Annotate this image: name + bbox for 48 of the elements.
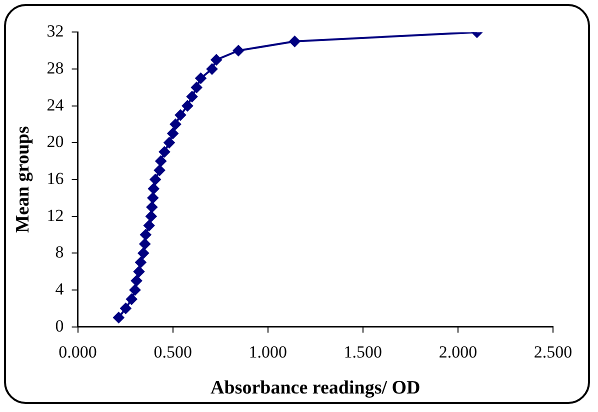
point [232, 45, 244, 56]
y-tick-label: 0 [55, 316, 64, 336]
point [135, 256, 146, 268]
x-tick-label: 2.000 [438, 342, 478, 362]
point [147, 192, 158, 204]
point [167, 128, 178, 139]
point [144, 220, 155, 232]
point [174, 110, 186, 121]
point [148, 183, 160, 194]
point [146, 202, 158, 213]
point [131, 275, 142, 286]
x-tick-label: 1.000 [248, 342, 288, 362]
point [155, 156, 166, 167]
point [186, 91, 198, 102]
point [134, 266, 145, 278]
point [191, 82, 202, 93]
y-tick-label: 16 [46, 168, 64, 188]
point [164, 137, 175, 148]
x-tick-label: 2.500 [534, 342, 572, 362]
point [146, 210, 157, 222]
x-tick-label: 0.000 [58, 342, 97, 362]
y-tick-label: 20 [46, 132, 64, 152]
point [138, 248, 149, 259]
point [182, 100, 193, 112]
point [150, 174, 161, 185]
point [139, 238, 150, 250]
point [206, 64, 218, 75]
point [140, 229, 152, 240]
y-tick-label: 28 [46, 58, 64, 78]
point [210, 54, 222, 66]
x-axis-title: Absorbance readings/ OD [210, 378, 420, 399]
y-tick-label: 12 [46, 206, 64, 225]
point [289, 36, 300, 47]
y-tick-label: 32 [46, 22, 64, 41]
point [113, 312, 124, 324]
point [195, 72, 206, 84]
point [170, 118, 181, 130]
x-tick-label: 0.500 [154, 342, 192, 362]
point [130, 284, 141, 296]
y-tick-label: 4 [55, 279, 64, 298]
y-tick-label: 24 [46, 95, 64, 114]
point [120, 302, 132, 314]
x-tick-label: 1.500 [344, 342, 382, 362]
point [126, 294, 138, 305]
point [158, 146, 170, 158]
point [154, 164, 166, 176]
y-axis-title: Mean groups [12, 126, 34, 233]
y-tick-label: 8 [55, 242, 64, 262]
